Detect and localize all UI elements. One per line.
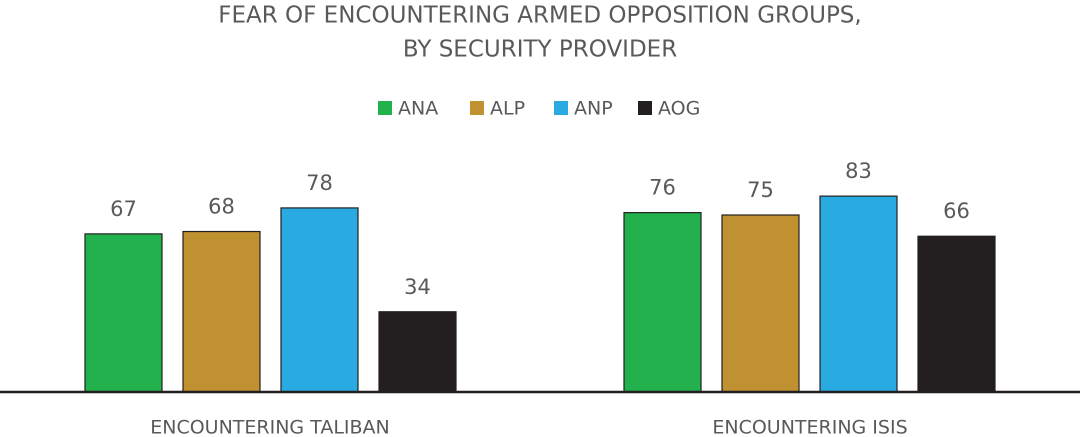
legend-label: AOG <box>658 98 700 120</box>
data-label: 83 <box>845 159 872 183</box>
bar <box>623 212 702 393</box>
chart-title: FEAR OF ENCOUNTERING ARMED OPPOSITION GR… <box>218 3 861 29</box>
bar <box>182 230 261 393</box>
data-label: 75 <box>747 178 774 202</box>
legend-label: ANA <box>398 98 438 120</box>
legend-swatch <box>378 101 392 115</box>
legend-swatch <box>470 101 484 115</box>
data-label: 76 <box>649 176 676 200</box>
bar <box>917 235 996 393</box>
x-tick-label: ENCOUNTERING TALIBAN <box>150 417 390 437</box>
bar <box>721 214 800 393</box>
data-label: 67 <box>110 197 137 221</box>
legend-label: ANP <box>574 98 613 120</box>
data-label: 66 <box>943 199 970 223</box>
bar <box>819 195 898 393</box>
data-label: 78 <box>306 171 333 195</box>
bar <box>280 207 359 393</box>
chart-title: BY SECURITY PROVIDER <box>403 37 677 63</box>
bar <box>84 233 163 393</box>
legend-swatch <box>554 101 568 115</box>
data-label: 68 <box>208 195 235 219</box>
bar <box>378 311 457 393</box>
x-tick-label: ENCOUNTERING ISIS <box>712 417 907 437</box>
legend-label: ALP <box>490 98 525 120</box>
legend-swatch <box>638 101 652 115</box>
data-label: 34 <box>404 275 431 299</box>
